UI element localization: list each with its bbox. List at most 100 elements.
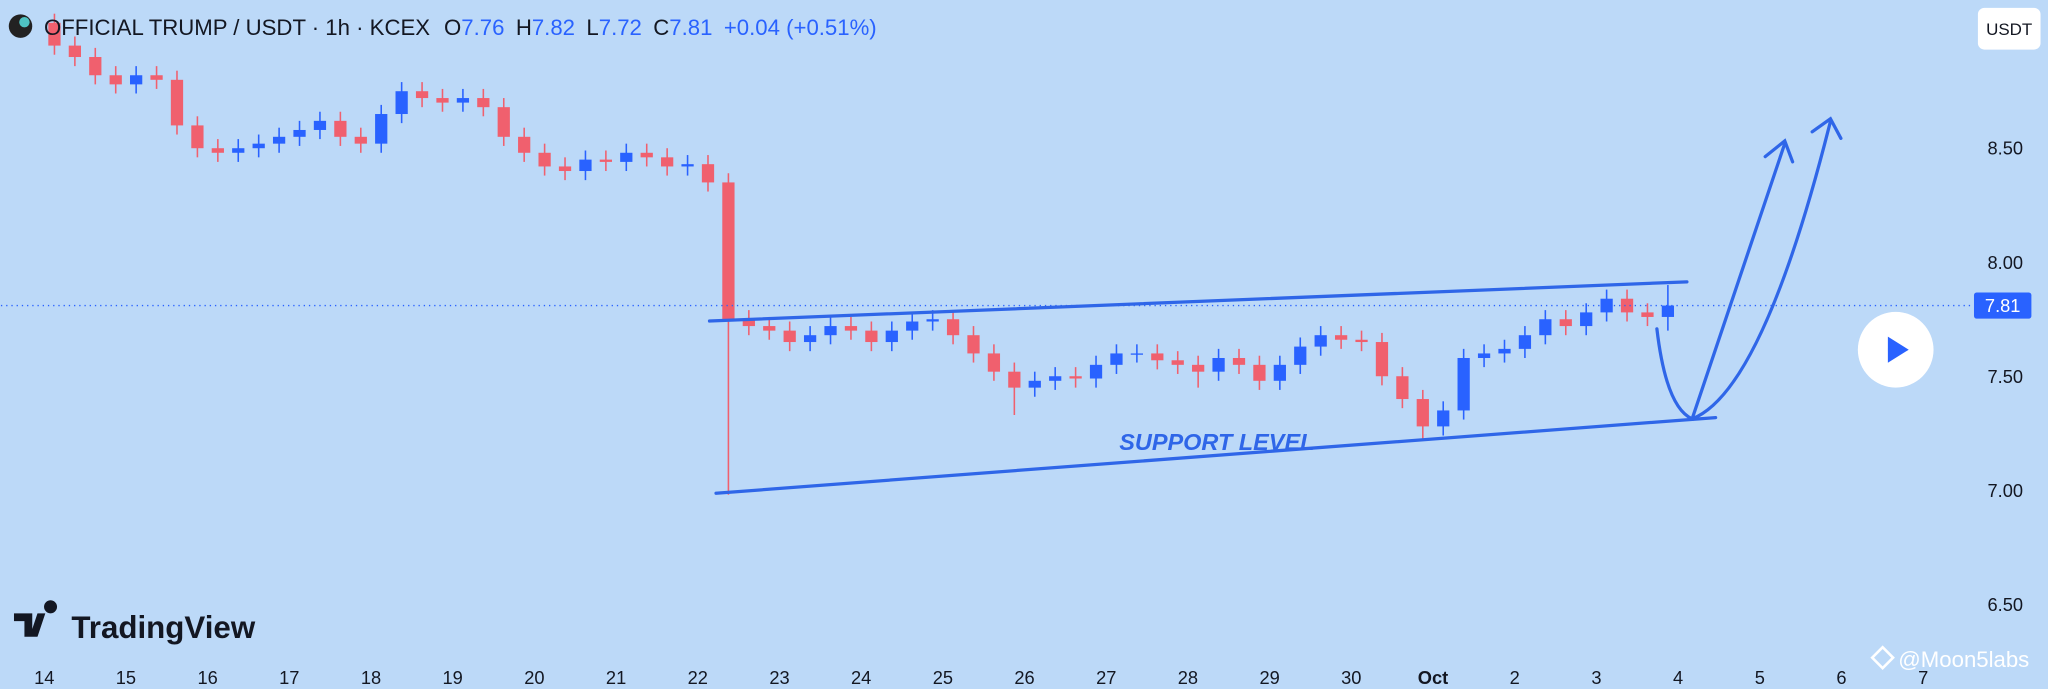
candle-body	[334, 120, 347, 137]
candle-body	[395, 91, 408, 115]
x-tick-label: 4	[1673, 667, 1683, 688]
candle-body	[926, 319, 939, 322]
x-tick-label: 3	[1591, 667, 1601, 688]
legend-label: O	[444, 15, 461, 40]
candle-body	[109, 75, 122, 85]
legend-change: +0.04 (+0.51%)	[724, 15, 877, 40]
candle-body	[191, 125, 204, 149]
candle-body	[1253, 364, 1266, 381]
candle-body	[415, 91, 429, 99]
candle-body	[375, 114, 388, 144]
x-tick-label: 6	[1836, 667, 1846, 688]
x-tick-label: 20	[524, 667, 544, 688]
x-tick-label: 26	[1014, 667, 1034, 688]
candle-body	[1232, 357, 1246, 365]
candle-body	[1641, 312, 1654, 317]
candle-body	[681, 164, 694, 167]
candle-body	[803, 335, 817, 343]
candle-body	[701, 164, 715, 183]
y-tick-label: 8.00	[1988, 252, 2024, 273]
candle-body	[1580, 312, 1593, 327]
y-tick-label: 6.50	[1988, 594, 2024, 615]
candle-body	[865, 330, 878, 343]
candle-body	[1600, 298, 1613, 313]
x-tick-label: 17	[279, 667, 299, 688]
candle-body	[1355, 339, 1368, 343]
candle-body	[518, 136, 531, 153]
candle-body	[783, 330, 796, 343]
x-tick-label: 21	[606, 667, 626, 688]
candle-body	[1089, 364, 1103, 379]
x-tick-label: 30	[1341, 667, 1361, 688]
last-price-tag	[1973, 292, 2032, 319]
candle-body	[1151, 353, 1164, 361]
legend-value: 7.72	[599, 15, 642, 40]
candle-body	[313, 120, 327, 130]
candle-body	[89, 57, 102, 76]
symbol-icon	[8, 14, 33, 38]
candle-body	[1457, 357, 1470, 411]
candle-body	[1437, 410, 1450, 427]
x-tick-label: 5	[1755, 667, 1765, 688]
legend-label: H	[516, 15, 532, 40]
x-tick-label: 19	[443, 667, 463, 688]
x-tick-label: 25	[933, 667, 953, 688]
x-tick-label: 28	[1178, 667, 1198, 688]
y-tick-label: 7.50	[1988, 366, 2024, 387]
x-tick-label: 16	[197, 667, 217, 688]
candle-body	[232, 148, 245, 153]
candle-body	[130, 75, 143, 85]
candle-body	[1069, 376, 1082, 379]
title: OFFICIAL TRUMP / USDT · 1h · KCEX	[44, 15, 430, 40]
candle-body	[722, 182, 735, 320]
candle-body	[987, 353, 1001, 372]
candle-body	[661, 157, 674, 167]
candle-body	[1620, 298, 1634, 313]
candle-body	[1498, 348, 1511, 354]
logo-icon	[13, 600, 58, 637]
support-line	[714, 415, 1718, 495]
x-tick-label: 7	[1918, 667, 1928, 688]
candle-body	[1130, 353, 1144, 355]
candle-body	[1110, 353, 1123, 365]
candle-body	[1559, 319, 1572, 327]
candle-body	[456, 98, 470, 103]
candle-body	[1477, 353, 1491, 358]
candle-body	[1212, 357, 1225, 372]
x-tick-label: 14	[34, 667, 54, 688]
legend-value: 7.81	[669, 15, 712, 40]
candle-body	[1539, 319, 1552, 336]
candle-body	[293, 129, 306, 137]
legend-value: 7.76	[461, 15, 504, 40]
candle-body	[1171, 360, 1184, 365]
candle-body	[68, 45, 81, 58]
candle-body	[477, 98, 490, 108]
candle-body	[763, 326, 776, 331]
candle-body	[1008, 371, 1021, 388]
arrowhead	[1810, 116, 1843, 140]
candle-body	[436, 98, 449, 103]
currency-button[interactable]	[1977, 7, 2041, 50]
candle-body	[354, 136, 367, 144]
arrow-path	[1690, 119, 1833, 421]
x-tick-label: 27	[1096, 667, 1116, 688]
candle-body	[252, 143, 265, 149]
candle-body	[967, 335, 980, 354]
last-price-label: 7.81	[1985, 295, 2021, 316]
watermark: @Moon5labs	[1898, 647, 2029, 672]
candle-body	[1028, 380, 1041, 388]
y-tick-label: 7.00	[1988, 480, 2024, 501]
candle-body	[497, 107, 510, 137]
arrow-path	[1655, 141, 1787, 422]
candle-body	[170, 79, 184, 126]
currency-label[interactable]: USDT	[1986, 20, 2032, 39]
candle-body	[742, 319, 755, 327]
x-tick-label: 29	[1259, 667, 1279, 688]
legend-label: L	[586, 15, 598, 40]
candle-body	[1396, 376, 1409, 400]
candle-body	[1375, 342, 1389, 377]
play-icon[interactable]	[1887, 336, 1909, 363]
